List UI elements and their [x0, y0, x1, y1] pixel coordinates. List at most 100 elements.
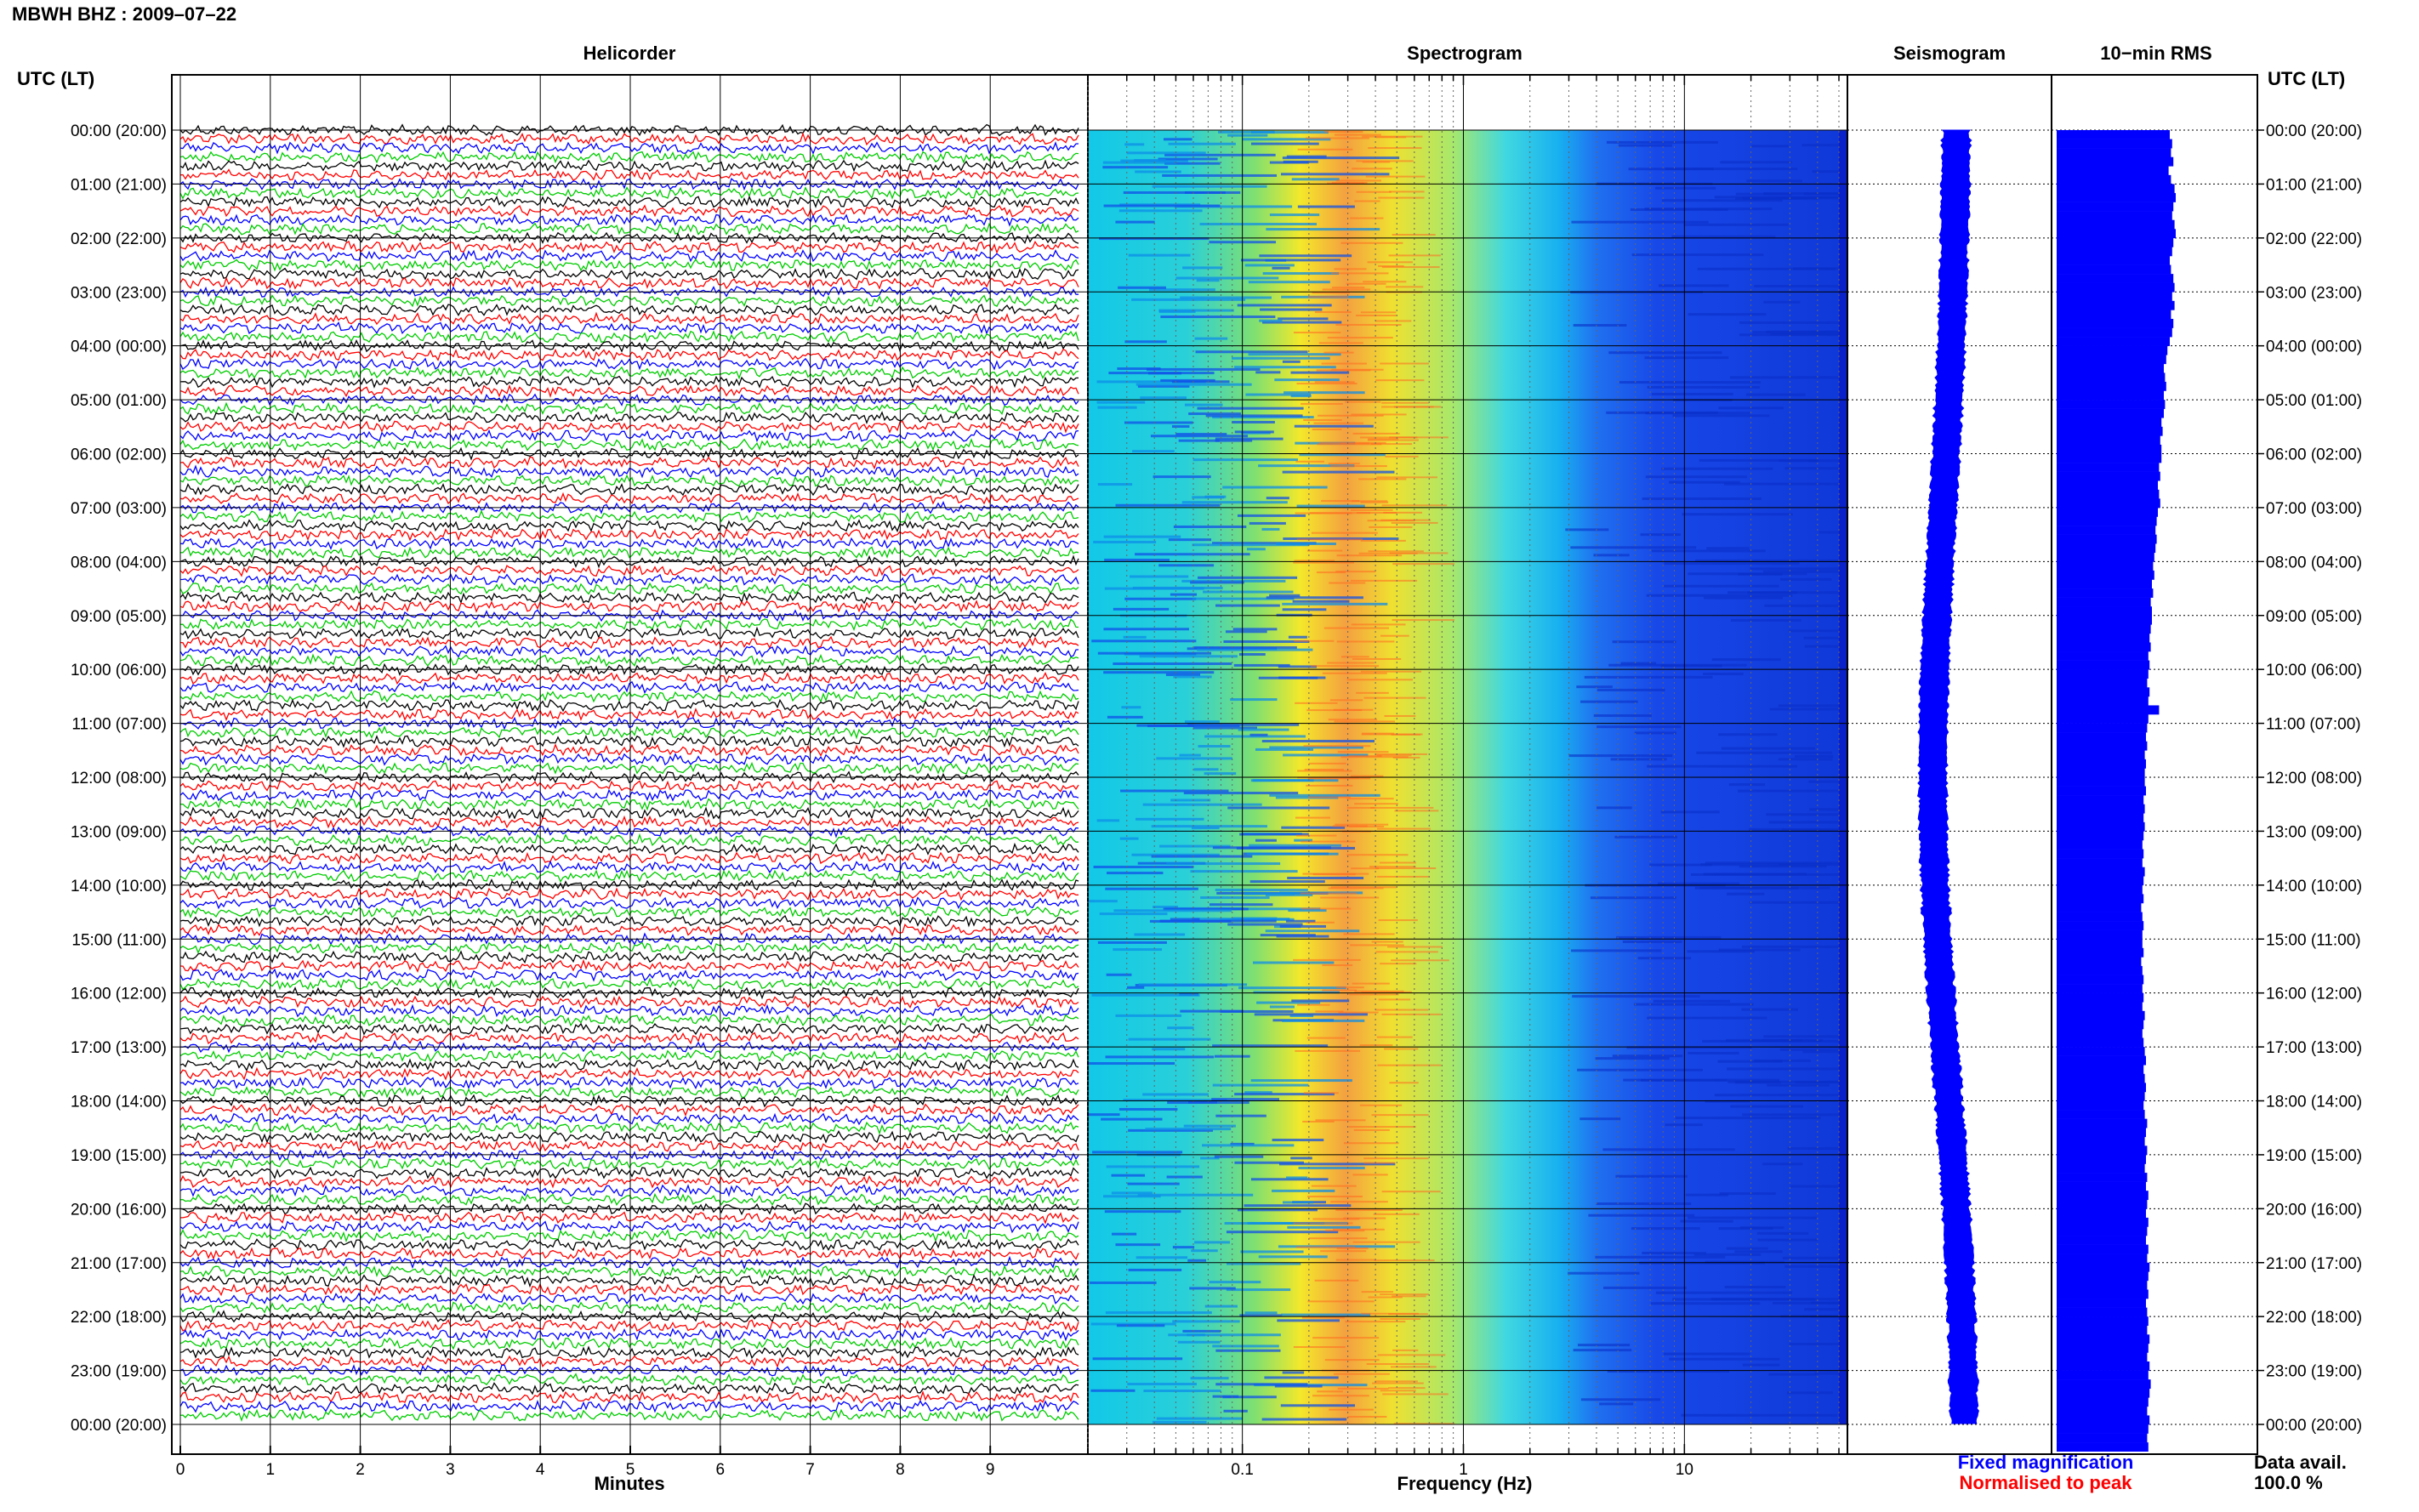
spectrogram-streak	[1685, 1193, 1728, 1197]
time-tick-label: 13:00 (09:00)	[2266, 823, 2362, 841]
spectrogram-streak	[1295, 834, 1337, 837]
helicorder-trace	[179, 1013, 1079, 1027]
spectrogram-streak	[1107, 715, 1143, 719]
spectrogram-streak	[1352, 1241, 1420, 1243]
rms-bar	[2057, 939, 2143, 949]
helicorder-trace	[179, 1058, 1079, 1072]
spectrogram-streak	[1612, 640, 1676, 644]
spectrogram-streak	[1248, 353, 1341, 356]
spectrogram-streak	[1323, 627, 1390, 629]
time-tick-label: 06:00 (02:00)	[2266, 446, 2362, 464]
spectrogram-streak	[1766, 813, 1874, 816]
time-tick-label: 10:00 (06:00)	[2266, 662, 2362, 679]
spectrogram-streak	[1180, 1009, 1244, 1013]
minute-tick-label: 6	[716, 1461, 726, 1479]
helicorder-trace	[179, 1003, 1079, 1018]
spectrogram-streak	[1369, 866, 1416, 868]
spectrogram-streak	[1391, 959, 1449, 962]
spectrogram-streak	[1642, 1251, 1706, 1254]
rms-bar	[2057, 1280, 2148, 1290]
rms-bar	[2057, 1028, 2143, 1038]
spectrogram-streak	[1350, 217, 1384, 219]
spectrogram-streak	[1274, 1384, 1323, 1388]
spectrogram-streak	[1131, 298, 1246, 301]
spectrogram-streak	[1307, 1196, 1363, 1198]
spectrogram-streak	[1262, 321, 1342, 324]
helicorder-trace	[179, 725, 1079, 740]
helicorder-trace	[179, 1140, 1079, 1153]
spectrogram-streak	[1377, 1354, 1446, 1356]
spectrogram-streak	[1367, 439, 1419, 441]
spectrogram-streak	[1357, 512, 1397, 514]
spectrogram-streak	[1735, 197, 1819, 201]
spectrogram-streak	[1212, 1083, 1309, 1087]
spectrogram-streak	[1328, 463, 1360, 465]
rms-bar	[2057, 408, 2164, 418]
spectrogram-streak	[1090, 1322, 1176, 1326]
spectrogram-streak	[1786, 1391, 1833, 1395]
helicorder-trace	[179, 1076, 1079, 1090]
spectrogram-streak	[1272, 1189, 1335, 1192]
spectrogram-streak	[1260, 308, 1323, 311]
spectrogram-streak	[1597, 806, 1632, 810]
spectrogram-streak	[1389, 1082, 1419, 1084]
spectrogram-streak	[1644, 356, 1729, 360]
spectrogram-streak	[1170, 799, 1211, 802]
spectrogram-streak	[1392, 1349, 1419, 1351]
rms-bar	[2057, 274, 2174, 283]
spectrogram-streak	[1368, 550, 1424, 553]
spectrogram-streak	[1240, 259, 1341, 262]
time-tick-label: 23:00 (19:00)	[2266, 1363, 2362, 1381]
helicorder-trace	[179, 474, 1079, 487]
rms-bar	[2057, 300, 2175, 310]
spectrogram-streak	[1308, 1237, 1368, 1240]
spectrogram-streak	[1757, 1238, 1818, 1242]
spectrogram-streak	[1295, 702, 1338, 704]
helicorder-trace	[179, 1292, 1079, 1305]
helicorder-trace	[179, 671, 1079, 685]
spectrogram-streak	[1269, 1005, 1295, 1009]
rms-bar	[2057, 606, 2152, 617]
spectrogram-streak	[1103, 204, 1221, 207]
spectrogram-streak	[1353, 1128, 1390, 1131]
time-tick-label: 01:00 (21:00)	[71, 176, 167, 194]
spectrogram-streak	[1660, 810, 1720, 814]
helicorder-trace	[179, 914, 1079, 928]
rms-bar	[2057, 714, 2149, 724]
spectrogram-streak	[1335, 179, 1381, 182]
spectrogram-streak	[1131, 853, 1220, 856]
spectrogram-streak	[1261, 1418, 1347, 1421]
spectrogram-streak	[1195, 350, 1308, 354]
spectrogram-streak	[1200, 896, 1270, 900]
spectrogram-streak	[1104, 1210, 1181, 1214]
spectrogram-streak	[1711, 658, 1781, 662]
spectrogram-streak	[1302, 1120, 1335, 1123]
spectrogram-streak	[1189, 1287, 1236, 1290]
helicorder-trace	[179, 626, 1079, 640]
rms-bar	[2057, 759, 2146, 769]
spectrogram-streak	[1381, 266, 1440, 269]
time-tick-label: 18:00 (14:00)	[2266, 1094, 2362, 1111]
time-tick-label: 03:00 (23:00)	[2266, 284, 2362, 302]
spectrogram-panel	[1087, 74, 1955, 1455]
spectrogram-streak	[1099, 912, 1168, 916]
helicorder-trace	[179, 1192, 1079, 1207]
helicorder-trace	[179, 617, 1079, 632]
rms-bar	[2057, 1299, 2146, 1308]
spectrogram-streak	[1363, 1157, 1429, 1160]
spectrogram-streak	[1156, 1417, 1243, 1420]
spectrogram-streak	[1351, 413, 1407, 416]
spectrogram-streak	[1311, 665, 1380, 668]
rms-bar	[2057, 156, 2174, 167]
spectrogram-streak	[1311, 1185, 1357, 1187]
legend-fixed-magnification: Fixed magnification	[1958, 1452, 2134, 1473]
spectrogram-streak	[1199, 223, 1318, 226]
helicorder-trace	[179, 132, 1079, 146]
rms-bar	[2057, 543, 2156, 554]
helicorder-trace	[180, 1211, 1079, 1225]
spectrogram-streak	[1188, 412, 1241, 416]
helicorder-trace	[179, 1085, 1079, 1099]
spectrogram-streak	[1163, 138, 1192, 141]
rms-bar	[2057, 1370, 2149, 1380]
spectrogram-streak	[1628, 168, 1714, 171]
